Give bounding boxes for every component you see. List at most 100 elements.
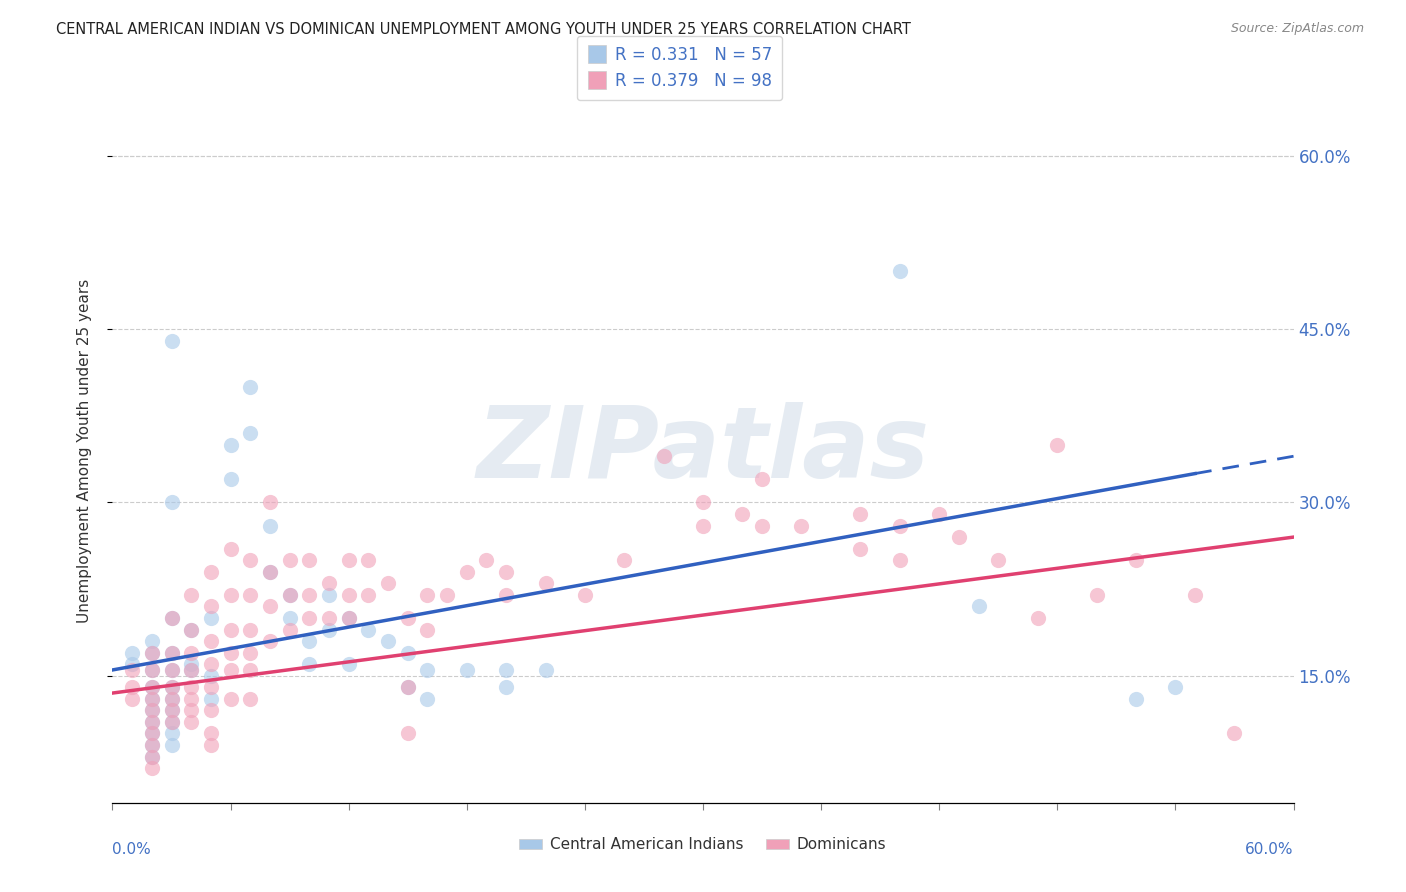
Point <box>298 611 321 625</box>
Point <box>141 726 163 740</box>
Point <box>239 380 262 394</box>
Point <box>278 611 301 625</box>
Point <box>180 680 202 694</box>
Point <box>396 680 419 694</box>
Point <box>141 680 163 694</box>
Point <box>121 663 143 677</box>
Point <box>200 738 222 752</box>
Point <box>141 703 163 717</box>
Point <box>416 691 439 706</box>
Point <box>239 646 262 660</box>
Point <box>416 588 439 602</box>
Point <box>456 663 478 677</box>
Point <box>751 518 773 533</box>
Point <box>337 611 360 625</box>
Text: Source: ZipAtlas.com: Source: ZipAtlas.com <box>1230 22 1364 36</box>
Point <box>180 691 202 706</box>
Point <box>141 749 163 764</box>
Text: 60.0%: 60.0% <box>1246 841 1294 856</box>
Point <box>141 663 163 677</box>
Point <box>180 663 202 677</box>
Point <box>495 588 517 602</box>
Point <box>141 714 163 729</box>
Point <box>160 646 183 660</box>
Point <box>219 646 242 660</box>
Y-axis label: Unemployment Among Youth under 25 years: Unemployment Among Youth under 25 years <box>77 278 91 623</box>
Point <box>180 657 202 672</box>
Text: 0.0%: 0.0% <box>112 841 152 856</box>
Point <box>416 663 439 677</box>
Point <box>239 553 262 567</box>
Point <box>200 611 222 625</box>
Point <box>278 623 301 637</box>
Point <box>180 588 202 602</box>
Point <box>200 669 222 683</box>
Point <box>1026 611 1049 625</box>
Point <box>396 726 419 740</box>
Point <box>889 518 911 533</box>
Point <box>534 663 557 677</box>
Point <box>1125 553 1147 567</box>
Legend: Central American Indians, Dominicans: Central American Indians, Dominicans <box>513 831 893 859</box>
Point <box>141 749 163 764</box>
Point <box>160 680 183 694</box>
Point <box>318 576 340 591</box>
Point <box>160 334 183 348</box>
Point <box>200 680 222 694</box>
Point <box>160 703 183 717</box>
Point <box>200 703 222 717</box>
Point <box>1184 588 1206 602</box>
Point <box>456 565 478 579</box>
Point <box>219 623 242 637</box>
Point <box>475 553 498 567</box>
Point <box>849 541 872 556</box>
Point <box>928 507 950 521</box>
Point <box>357 588 380 602</box>
Point <box>652 449 675 463</box>
Point <box>337 657 360 672</box>
Point <box>141 691 163 706</box>
Point <box>259 599 281 614</box>
Point <box>278 553 301 567</box>
Point <box>396 646 419 660</box>
Point <box>889 264 911 278</box>
Point <box>849 507 872 521</box>
Point <box>1223 726 1246 740</box>
Point <box>1046 438 1069 452</box>
Point <box>141 663 163 677</box>
Point <box>180 623 202 637</box>
Point <box>574 588 596 602</box>
Point <box>219 438 242 452</box>
Point <box>278 588 301 602</box>
Point <box>219 691 242 706</box>
Point <box>121 691 143 706</box>
Point <box>259 565 281 579</box>
Point <box>180 623 202 637</box>
Point <box>160 680 183 694</box>
Point <box>987 553 1010 567</box>
Point <box>160 663 183 677</box>
Point <box>259 634 281 648</box>
Point <box>141 646 163 660</box>
Point <box>160 726 183 740</box>
Point <box>278 588 301 602</box>
Point <box>889 553 911 567</box>
Point <box>416 623 439 637</box>
Point <box>751 472 773 486</box>
Text: ZIPatlas: ZIPatlas <box>477 402 929 499</box>
Point <box>948 530 970 544</box>
Point <box>1085 588 1108 602</box>
Point <box>495 680 517 694</box>
Point <box>337 553 360 567</box>
Point <box>396 611 419 625</box>
Point <box>160 703 183 717</box>
Point <box>495 565 517 579</box>
Point <box>160 611 183 625</box>
Point <box>1164 680 1187 694</box>
Point <box>160 611 183 625</box>
Text: CENTRAL AMERICAN INDIAN VS DOMINICAN UNEMPLOYMENT AMONG YOUTH UNDER 25 YEARS COR: CENTRAL AMERICAN INDIAN VS DOMINICAN UNE… <box>56 22 911 37</box>
Point <box>377 634 399 648</box>
Point <box>219 588 242 602</box>
Point <box>436 588 458 602</box>
Point <box>692 495 714 509</box>
